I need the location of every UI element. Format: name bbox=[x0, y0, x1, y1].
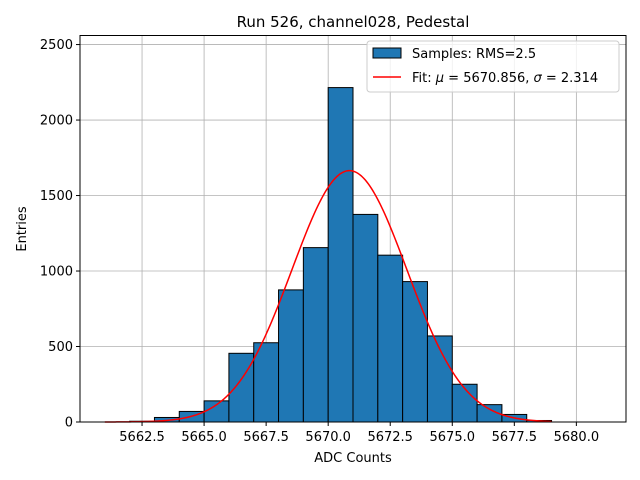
histogram-bar bbox=[228, 352, 255, 423]
chart-title: Run 526, channel028, Pedestal bbox=[237, 13, 470, 31]
histogram-bar bbox=[377, 254, 404, 423]
x-tick-label: 5665.0 bbox=[181, 430, 227, 445]
ticks-layer: 5662.5 5665.0 5667.5 5670.0 5672.5 5675.0 5677… bbox=[40, 38, 599, 445]
legend-box bbox=[366, 40, 620, 93]
x-tick-label: 5670.0 bbox=[305, 430, 351, 445]
legend-histogram-label: Samples: RMS=2.5 bbox=[412, 47, 536, 62]
legend-fit-sigma-symbol: σ bbox=[534, 71, 543, 86]
histogram-bar bbox=[352, 213, 379, 423]
y-tick-label: 2500 bbox=[40, 38, 73, 53]
y-tick-label: 1000 bbox=[40, 265, 73, 280]
histogram-bar bbox=[402, 281, 428, 423]
legend-fit-mu-value: = 5670.856, bbox=[444, 71, 533, 86]
histogram-bar bbox=[302, 247, 329, 423]
bars-layer bbox=[129, 87, 553, 423]
fit-curve bbox=[104, 169, 552, 423]
histogram-bar bbox=[253, 342, 280, 423]
x-tick-label: 5680.0 bbox=[554, 430, 600, 445]
x-tick-label: 5667.5 bbox=[243, 430, 289, 445]
histogram-bar bbox=[278, 289, 304, 423]
legend-histogram-swatch bbox=[372, 47, 402, 59]
legend-fit-prefix: Fit: bbox=[412, 71, 436, 86]
x-tick-label: 5677.5 bbox=[492, 430, 538, 445]
histogram-bar bbox=[451, 383, 478, 423]
y-tick-label: 500 bbox=[48, 340, 73, 355]
x-axis-label: ADC Counts bbox=[314, 451, 392, 466]
legend: Samples: RMS=2.5 Fit: μ = 5670.856, σ = … bbox=[366, 40, 620, 93]
y-tick-label: 2000 bbox=[40, 114, 73, 129]
y-tick-label: 0 bbox=[65, 416, 73, 431]
x-tick-label: 5672.5 bbox=[367, 430, 413, 445]
histogram-bar bbox=[327, 87, 354, 423]
x-tick-label: 5662.5 bbox=[119, 430, 165, 445]
plot-frame bbox=[79, 35, 627, 423]
legend-fit-sigma-value: = 2.314 bbox=[542, 71, 598, 86]
legend-fit-label: Fit: μ = 5670.856, σ = 2.314 bbox=[412, 71, 598, 86]
y-axis-label: Entries bbox=[15, 206, 30, 252]
y-tick-label: 1500 bbox=[40, 189, 73, 204]
x-tick-label: 5675.0 bbox=[430, 430, 476, 445]
legend-fit-mu-symbol: μ bbox=[435, 71, 444, 86]
